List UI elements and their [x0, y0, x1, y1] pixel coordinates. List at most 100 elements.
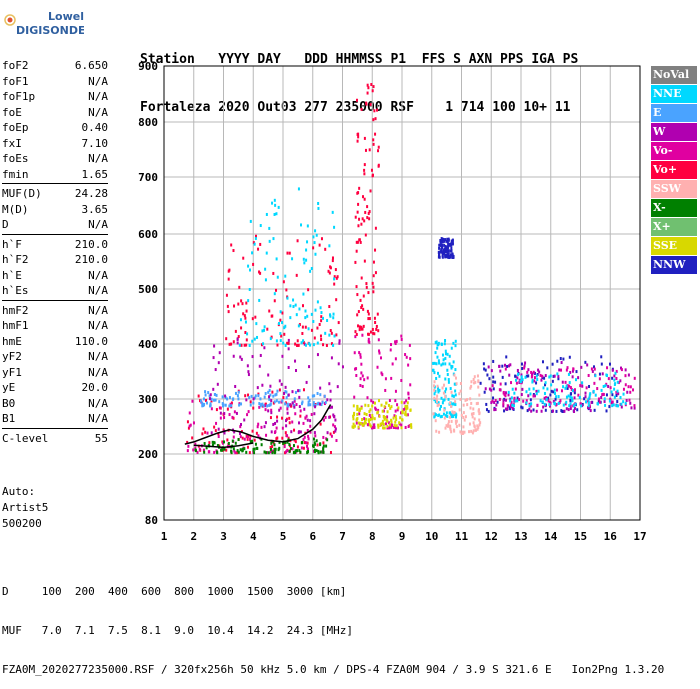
data-point	[395, 424, 398, 428]
data-point	[561, 409, 564, 413]
data-point	[587, 373, 590, 377]
data-point	[332, 413, 335, 417]
data-point	[333, 425, 336, 429]
data-point	[396, 408, 399, 412]
data-point	[438, 255, 441, 259]
data-point	[445, 239, 448, 243]
autoscaling-info: Auto: Artist5 500200	[2, 484, 48, 532]
data-point	[373, 417, 376, 421]
data-point	[284, 451, 287, 455]
data-point	[490, 401, 493, 405]
data-point	[593, 367, 596, 371]
x-tick-label: 7	[339, 530, 346, 543]
data-point	[576, 408, 579, 412]
data-point	[570, 387, 573, 391]
data-point	[565, 395, 568, 399]
data-point	[562, 403, 565, 407]
data-point	[451, 255, 454, 259]
data-point	[303, 261, 306, 265]
data-point	[357, 191, 360, 195]
data-point	[209, 393, 212, 397]
data-point	[406, 406, 409, 410]
x-tick-label: 13	[514, 530, 527, 543]
data-point	[363, 136, 366, 140]
data-point	[386, 415, 389, 419]
data-point	[294, 449, 297, 453]
data-point	[408, 343, 411, 347]
param-row: C-level 55	[2, 431, 108, 447]
data-point	[289, 304, 292, 308]
data-point	[492, 387, 495, 391]
data-point	[277, 322, 280, 326]
data-point	[309, 403, 312, 407]
data-point	[616, 380, 619, 384]
data-point	[542, 405, 545, 409]
data-point	[322, 444, 325, 448]
data-point	[451, 253, 454, 257]
data-point	[574, 402, 577, 406]
data-point	[611, 368, 614, 372]
data-point	[360, 362, 363, 366]
data-point	[546, 387, 549, 391]
data-point	[586, 363, 589, 367]
data-point	[366, 309, 369, 313]
data-point	[251, 339, 254, 343]
data-point	[516, 368, 519, 372]
data-point	[253, 337, 256, 341]
data-point	[537, 389, 540, 393]
data-point	[386, 426, 389, 430]
data-point	[587, 401, 590, 405]
data-point	[498, 397, 501, 401]
data-point	[633, 406, 636, 410]
data-point	[532, 394, 535, 398]
data-point	[355, 332, 358, 336]
data-point	[502, 399, 505, 403]
data-point	[326, 318, 329, 322]
data-point	[303, 342, 306, 346]
data-point	[557, 402, 560, 406]
data-point	[359, 298, 362, 302]
data-point	[240, 402, 243, 406]
param-value: N/A	[88, 396, 108, 410]
data-point	[453, 413, 456, 417]
data-point	[394, 342, 397, 346]
data-point	[490, 388, 493, 392]
data-point	[434, 419, 437, 423]
data-point	[620, 368, 623, 372]
data-point	[274, 421, 277, 425]
data-point	[371, 89, 374, 93]
data-point	[238, 285, 241, 289]
data-point	[372, 138, 375, 142]
data-point	[608, 399, 611, 403]
data-point	[228, 413, 231, 417]
data-point	[322, 316, 325, 320]
data-point	[358, 412, 361, 416]
data-point	[397, 426, 400, 430]
data-point	[223, 447, 226, 451]
data-point	[289, 403, 292, 407]
data-point	[613, 387, 616, 391]
data-point	[525, 401, 528, 405]
data-point	[276, 343, 279, 347]
param-value: N/A	[88, 152, 108, 165]
data-point	[482, 362, 485, 366]
data-point	[368, 210, 371, 214]
data-point	[267, 451, 270, 455]
data-point	[567, 372, 570, 376]
data-point	[377, 408, 380, 412]
data-point	[254, 234, 257, 238]
data-point	[301, 304, 304, 308]
data-point	[437, 413, 440, 417]
data-point	[298, 323, 301, 327]
data-point	[296, 445, 299, 449]
data-point	[238, 343, 241, 347]
data-point	[449, 424, 452, 428]
data-point	[248, 268, 251, 272]
data-point	[586, 406, 589, 410]
data-point	[501, 364, 504, 368]
data-point	[382, 422, 385, 426]
data-point	[624, 401, 627, 405]
data-point	[367, 312, 370, 316]
data-point	[281, 399, 284, 403]
data-point	[316, 443, 319, 447]
